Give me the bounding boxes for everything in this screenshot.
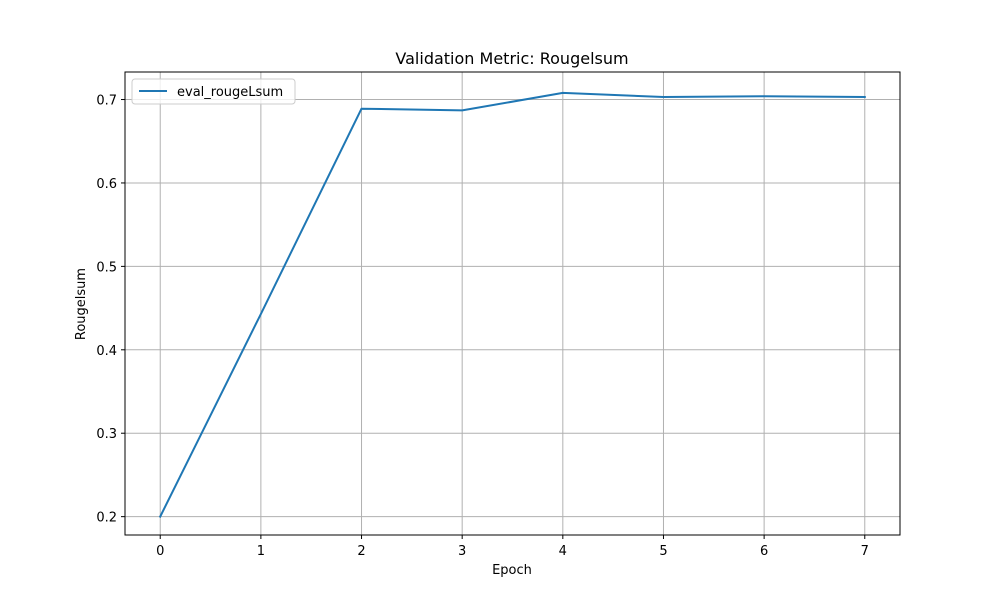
y-tick-label: 0.2 [96, 511, 117, 526]
data-point [763, 95, 765, 97]
data-point [662, 96, 664, 98]
y-axis-label: Rougelsum [74, 268, 89, 340]
y-tick-label: 0.5 [96, 260, 117, 275]
y-tick-label: 0.7 [96, 94, 117, 109]
grid [125, 72, 900, 535]
data-point [159, 516, 161, 518]
y-tick-label: 0.6 [96, 177, 117, 192]
series-layer [158, 91, 866, 518]
axis-ticks: 0 1 2 3 4 5 6 7 0.2 0.3 0.4 0.5 0.6 0.7 [96, 94, 869, 559]
series-line-eval-rougelsum [158, 91, 866, 518]
x-tick-label: 4 [559, 544, 567, 559]
data-point [562, 92, 564, 94]
x-tick-label: 0 [156, 544, 164, 559]
x-axis-label: Epoch [492, 563, 532, 578]
x-tick-label: 1 [257, 544, 265, 559]
legend: eval_rougeLsum [131, 78, 296, 105]
y-tick-label: 0.4 [96, 344, 117, 359]
data-point [361, 108, 363, 110]
data-point [461, 109, 463, 111]
legend-box [131, 78, 296, 105]
x-tick-label: 2 [357, 544, 365, 559]
chart-title: Validation Metric: Rougelsum [395, 49, 628, 68]
legend-label: eval_rougeLsum [177, 85, 283, 100]
plot-area-frame [124, 71, 901, 536]
data-point [260, 313, 262, 315]
data-point [864, 96, 866, 98]
y-tick-label: 0.3 [96, 427, 117, 442]
x-tick-label: 7 [861, 544, 869, 559]
x-tick-label: 5 [659, 544, 667, 559]
x-tick-label: 6 [760, 544, 768, 559]
x-tick-label: 3 [458, 544, 466, 559]
